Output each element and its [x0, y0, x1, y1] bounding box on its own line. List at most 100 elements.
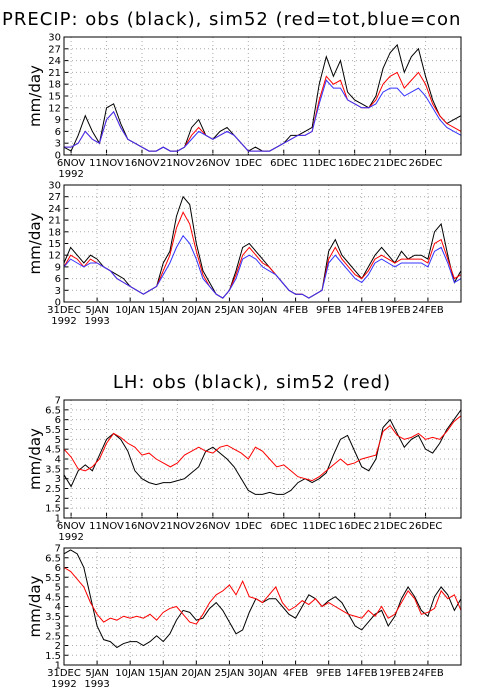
y-tick-label: 6 — [55, 274, 61, 285]
x-tick-label: 5JAN — [85, 668, 108, 679]
x-tick-label: 21DEC — [373, 158, 407, 169]
x-tick-label: 14FEB — [346, 305, 378, 316]
y-tick-label: 2 — [55, 641, 61, 652]
y-tick-label: 6 — [55, 563, 61, 574]
y-tick-label: 5.5 — [45, 573, 61, 584]
plot-frame — [63, 184, 462, 303]
y-tick-label: 12 — [48, 251, 61, 262]
y-tick-label: 4.5 — [45, 445, 61, 456]
y-tick-label: 4 — [55, 455, 61, 466]
y-tick-label: 24 — [48, 204, 61, 215]
y-tick-label: 24 — [48, 56, 61, 67]
y-axis-label: mm/day — [26, 65, 44, 127]
x-tick-label: 1DEC — [235, 158, 262, 169]
series-line — [63, 43, 462, 152]
y-tick-label: 15 — [48, 92, 61, 103]
series-line — [64, 79, 462, 152]
x-tick-label: 30JAN — [248, 305, 278, 316]
y-axis-label: mm/day — [26, 428, 44, 490]
x-tick-label: 26DEC — [409, 158, 443, 169]
y-tick-label: 4.5 — [45, 592, 61, 603]
x-tick-label: 14FEB — [346, 668, 378, 679]
y-tick-label: 6 — [55, 127, 61, 138]
x-tick-label: 25JAN — [215, 668, 245, 679]
y-axis-label: mm/day — [26, 575, 44, 637]
y-tick-label: 30 — [48, 33, 61, 44]
x-year-label: 1993 — [84, 316, 109, 327]
x-tick-label: 11DEC — [302, 158, 336, 169]
y-tick-label: 5 — [55, 435, 61, 446]
y-tick-label: 15 — [48, 239, 61, 250]
y-tick-label: 21 — [48, 68, 61, 79]
x-tick-label: 19FEB — [379, 668, 411, 679]
x-tick-label: 1DEC — [235, 521, 262, 532]
series-line — [63, 415, 462, 482]
plot-frame — [63, 547, 462, 666]
x-tick-label: 4FEB — [283, 668, 308, 679]
y-tick-label: 2.5 — [45, 631, 61, 642]
y-tick-label: 6.5 — [45, 553, 61, 564]
x-year-label: 1992 — [58, 169, 83, 180]
x-tick-label: 6NOV — [57, 521, 86, 532]
y-tick-label: 2.5 — [45, 484, 61, 495]
plot-frame — [63, 36, 462, 156]
y-tick-label: 0 — [55, 298, 61, 309]
y-tick-label: 1 — [55, 661, 61, 672]
series-line — [63, 234, 462, 299]
x-tick-label: 10JAN — [115, 305, 145, 316]
x-tick-label: 15JAN — [148, 305, 178, 316]
x-tick-label: 4FEB — [283, 305, 308, 316]
y-tick-label: 0 — [55, 151, 61, 162]
x-tick-label: 6DEC — [270, 521, 297, 532]
y-tick-label: 1.5 — [45, 651, 61, 662]
y-tick-label: 18 — [48, 80, 61, 91]
series-line — [63, 409, 462, 495]
x-tick-label: 11NOV — [89, 521, 124, 532]
y-tick-label: 7 — [55, 544, 61, 555]
x-tick-label: 31DEC — [47, 305, 81, 316]
x-tick-label: 9FEB — [316, 668, 341, 679]
y-tick-label: 9 — [55, 262, 61, 273]
series-line — [63, 567, 462, 625]
x-tick-label: 20JAN — [181, 305, 211, 316]
x-tick-label: 10JAN — [115, 668, 145, 679]
y-tick-label: 5.5 — [45, 425, 61, 436]
y-tick-label: 1 — [55, 514, 61, 525]
x-tick-label: 16NOV — [125, 158, 160, 169]
x-tick-label: 15JAN — [148, 668, 178, 679]
x-tick-label: 24FEB — [412, 305, 444, 316]
y-tick-label: 3 — [55, 622, 61, 633]
x-tick-label: 25JAN — [215, 305, 245, 316]
y-tick-label: 30 — [48, 181, 61, 192]
y-tick-label: 5 — [55, 583, 61, 594]
y-tick-label: 3 — [55, 286, 61, 297]
x-tick-label: 11DEC — [302, 521, 336, 532]
series-line — [64, 71, 462, 152]
x-tick-label: 16NOV — [125, 521, 160, 532]
y-tick-label: 9 — [55, 115, 61, 126]
y-tick-label: 4 — [55, 602, 61, 613]
x-tick-label: 5JAN — [85, 305, 108, 316]
x-tick-label: 30JAN — [248, 668, 278, 679]
x-tick-label: 21NOV — [160, 521, 195, 532]
x-tick-label: 16DEC — [338, 521, 372, 532]
y-tick-label: 3 — [55, 139, 61, 150]
y-tick-label: 21 — [48, 216, 61, 227]
y-tick-label: 7 — [55, 396, 61, 407]
x-tick-label: 31DEC — [47, 668, 81, 679]
x-year-label: 1992 — [51, 316, 76, 327]
chart-title: LH: obs (black), sim52 (red) — [113, 372, 391, 393]
y-tick-label: 3 — [55, 474, 61, 485]
x-tick-label: 6NOV — [57, 158, 86, 169]
x-tick-label: 21NOV — [160, 158, 195, 169]
y-tick-label: 6.5 — [45, 405, 61, 416]
x-year-label: 1993 — [84, 679, 109, 690]
plot-frame — [63, 399, 462, 519]
x-tick-label: 24FEB — [412, 668, 444, 679]
y-tick-label: 3.5 — [45, 464, 61, 475]
x-tick-label: 21DEC — [373, 521, 407, 532]
x-tick-label: 20JAN — [181, 668, 211, 679]
x-tick-label: 16DEC — [338, 158, 372, 169]
x-tick-label: 26NOV — [196, 521, 231, 532]
y-tick-label: 12 — [48, 103, 61, 114]
